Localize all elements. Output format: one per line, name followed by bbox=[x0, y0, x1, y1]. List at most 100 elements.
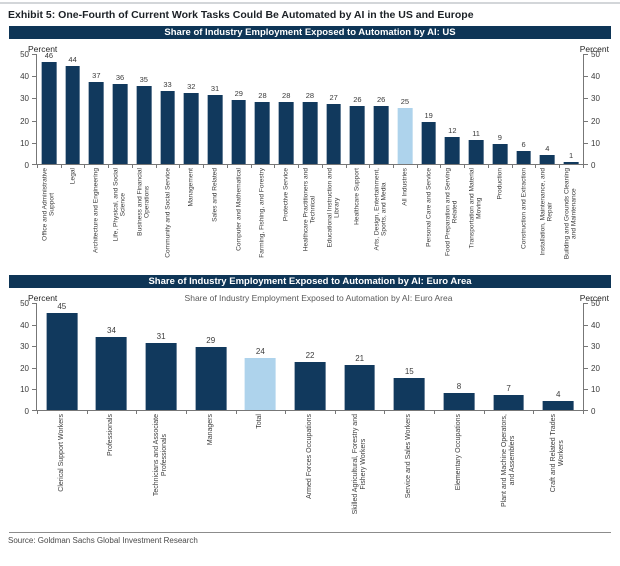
bar-slot: 12 bbox=[440, 54, 464, 164]
y-tick-label: 40 bbox=[591, 320, 600, 330]
bar bbox=[88, 82, 104, 164]
source-text: Source: Goldman Sachs Global Investment … bbox=[8, 536, 198, 545]
x-tick-mark bbox=[285, 411, 287, 414]
y-tick-label: 20 bbox=[20, 116, 29, 126]
x-label-slot: Healthcare Practitioners and Technical bbox=[298, 165, 322, 267]
x-tick-label: Management bbox=[187, 168, 195, 207]
x-tick-label: Life, Physical, and Social Science bbox=[112, 168, 128, 242]
bar-value-label: 7 bbox=[506, 384, 511, 393]
bar-slot: 28 bbox=[251, 54, 275, 164]
x-tick-mark bbox=[384, 411, 386, 414]
bar bbox=[231, 100, 247, 164]
bar-slot: 31 bbox=[203, 54, 227, 164]
y-tick-mark bbox=[32, 98, 36, 100]
bar-slot: 9 bbox=[488, 54, 512, 164]
bar bbox=[145, 343, 177, 410]
x-tick-label: Farming, Fishing, and Forestry bbox=[258, 168, 266, 258]
bar bbox=[326, 104, 342, 164]
y-tick-label: 40 bbox=[20, 320, 29, 330]
bar-slot: 11 bbox=[464, 54, 488, 164]
us-chart: Share of Industry Employment Exposed to … bbox=[0, 26, 620, 267]
x-tick-mark bbox=[86, 411, 88, 414]
bar bbox=[563, 162, 579, 164]
bar bbox=[542, 401, 574, 410]
bar-value-label: 36 bbox=[115, 73, 125, 82]
top-divider bbox=[0, 2, 620, 4]
plot-row: 0 10 20 30 40 50 45 34 31 29 24 22 21 15 8 7 4 0 10 20 30 40 5… bbox=[9, 299, 611, 416]
bar-value-label: 31 bbox=[210, 84, 220, 93]
x-tick-mark bbox=[483, 411, 485, 414]
x-tick-mark bbox=[334, 411, 336, 414]
x-tick-label: Computer and Mathematical bbox=[235, 168, 243, 251]
bar bbox=[255, 102, 270, 164]
x-tick-label: Protective Service bbox=[282, 168, 290, 222]
x-tick-label: Building and Grounds Cleaning and Mainte… bbox=[563, 168, 579, 260]
x-axis-labels: Clerical Support Workers Professionals Tec… bbox=[9, 411, 611, 527]
x-label-slot: Technicians and Associate Professionals bbox=[136, 411, 186, 527]
y-tick-label: 30 bbox=[20, 94, 29, 104]
x-tick-mark bbox=[583, 411, 585, 414]
x-label-slot: Plant and Machine Operators, and Assembl… bbox=[483, 411, 534, 527]
bar bbox=[65, 66, 80, 164]
bar-value-label: 44 bbox=[68, 55, 77, 64]
y-tick-mark bbox=[584, 164, 588, 165]
y-tick-mark bbox=[584, 98, 588, 100]
x-tick-label: Architecture and Engineering bbox=[92, 168, 100, 254]
exhibit-title: Exhibit 5: One-Fourth of Current Work Ta… bbox=[8, 9, 474, 21]
x-tick-mark bbox=[84, 165, 86, 168]
x-tick-label: Transportation and Material Moving bbox=[468, 168, 484, 249]
bar-slot: 7 bbox=[484, 303, 534, 410]
x-label-slot: Installation, Maintenance, and Repair bbox=[535, 165, 559, 267]
y-tick-label: 50 bbox=[591, 50, 600, 59]
x-label-slot: Skilled Agricultural, Forestry and Fishe… bbox=[334, 411, 385, 527]
x-tick-label: Construction and Extraction bbox=[519, 168, 527, 249]
x-tick-mark bbox=[559, 165, 561, 168]
x-tick-mark bbox=[298, 165, 300, 168]
y-axis-left: 0 10 20 30 40 50 bbox=[9, 50, 36, 170]
bar bbox=[516, 151, 531, 164]
bar-slot: 21 bbox=[335, 303, 385, 410]
bar bbox=[350, 106, 365, 164]
x-tick-mark bbox=[464, 165, 466, 168]
y-axis-left: 0 10 20 30 40 50 bbox=[9, 299, 36, 416]
bar-value-label: 4 bbox=[545, 144, 550, 153]
x-tick-mark bbox=[487, 165, 489, 168]
bar-value-label: 26 bbox=[376, 95, 386, 104]
y-tick-label: 0 bbox=[591, 161, 596, 170]
x-tick-mark bbox=[185, 411, 187, 414]
x-label-slot: Elementary Occupations bbox=[434, 411, 484, 527]
bar-slot: 8 bbox=[434, 303, 484, 410]
x-tick-label: Service and Sales Workers bbox=[405, 414, 413, 499]
x-label-slot: All Industries bbox=[393, 165, 417, 267]
y-tick-mark bbox=[32, 324, 36, 326]
bar bbox=[96, 337, 127, 410]
bar-slot: 1 bbox=[559, 54, 583, 164]
x-tick-mark bbox=[582, 165, 584, 168]
bar-value-label: 1 bbox=[568, 151, 574, 160]
bar-slot: 4 bbox=[533, 303, 583, 410]
x-label-slot: Protective Service bbox=[274, 165, 298, 267]
y-tick-mark bbox=[584, 346, 588, 348]
x-label-slot: Transportation and Material Moving bbox=[464, 165, 488, 267]
y-tick-mark bbox=[584, 120, 588, 122]
bar-slot: 37 bbox=[84, 54, 108, 164]
y-tick-mark bbox=[32, 367, 36, 369]
bar-value-label: 34 bbox=[107, 326, 116, 335]
y-tick-mark bbox=[32, 389, 36, 391]
x-tick-mark bbox=[179, 165, 181, 168]
x-tick-label: Skilled Agricultural, Forestry and Fishe… bbox=[351, 414, 367, 515]
x-tick-label: Elementary Occupations bbox=[454, 414, 462, 491]
bar-slot: 35 bbox=[132, 54, 156, 164]
bar bbox=[539, 155, 555, 164]
us-right-axis-caption: Percent bbox=[579, 44, 609, 54]
x-tick-mark bbox=[511, 165, 513, 168]
x-tick-mark bbox=[37, 411, 38, 414]
x-label-slot: Office and Administrative Support bbox=[37, 165, 61, 267]
bar-value-label: 26 bbox=[353, 95, 362, 104]
bar-slot: 29 bbox=[227, 54, 251, 164]
x-tick-mark bbox=[131, 165, 133, 168]
y-tick-label: 20 bbox=[591, 363, 600, 373]
x-tick-mark bbox=[440, 165, 442, 168]
x-tick-mark bbox=[155, 165, 157, 168]
x-tick-label: Healthcare Practitioners and Technical bbox=[302, 168, 317, 252]
